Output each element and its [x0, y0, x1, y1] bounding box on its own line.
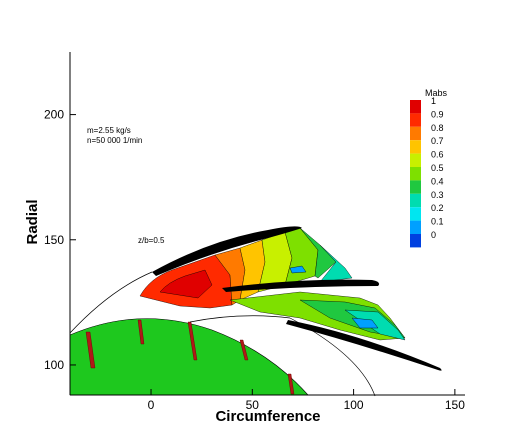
- legend-swatch: [410, 180, 421, 194]
- legend-label: 1: [431, 96, 436, 106]
- speed-note: n=50 000 1/min: [87, 136, 142, 145]
- y-tick-label: 150: [44, 233, 64, 247]
- legend-swatch: [410, 167, 421, 181]
- legend-swatch: [410, 126, 421, 141]
- x-tick-label: 150: [445, 398, 465, 412]
- mass-flow-note: m=2.55 kg/s: [87, 126, 131, 135]
- legend-label: 0.8: [431, 123, 444, 133]
- legend-label: 0.5: [431, 163, 444, 173]
- hub-region: [69, 318, 309, 396]
- legend-title: Mabs: [425, 88, 448, 98]
- span-position-note: z/b=0.5: [138, 236, 165, 245]
- legend: Mabs 1 0.9 0.8 0.7 0.6 0.5 0.4 0.3 0.2 0.1 0: [410, 88, 448, 248]
- x-tick-label: 0: [148, 398, 155, 412]
- x-tick-label: 50: [246, 398, 260, 412]
- blades: [152, 226, 442, 371]
- legend-swatch: [410, 193, 421, 208]
- legend-labels: 1 0.9 0.8 0.7 0.6 0.5 0.4 0.3 0.2 0.1 0: [431, 96, 444, 240]
- legend-label: 0: [431, 230, 436, 240]
- tick-labels: 0 50 100 150 100 150 200: [44, 108, 465, 412]
- contour-bands: [139, 227, 406, 341]
- legend-swatch: [410, 207, 421, 221]
- legend-label: 0.9: [431, 109, 444, 119]
- legend-swatches: [410, 100, 421, 248]
- legend-swatch: [410, 220, 421, 234]
- y-tick-label: 200: [44, 108, 64, 122]
- y-axis-title: Radial: [24, 199, 41, 244]
- y-tick-label: 100: [44, 358, 64, 372]
- tick-marks: [70, 114, 456, 395]
- legend-label: 0.4: [431, 176, 444, 186]
- x-tick-label: 100: [344, 398, 364, 412]
- legend-swatch: [410, 234, 421, 248]
- legend-swatch: [410, 153, 421, 167]
- legend-label: 0.2: [431, 203, 444, 213]
- legend-swatch: [410, 113, 421, 127]
- legend-label: 0.6: [431, 150, 444, 160]
- legend-label: 0.1: [431, 217, 444, 227]
- legend-label: 0.7: [431, 136, 444, 146]
- axes: [69, 52, 465, 396]
- legend-swatch: [410, 140, 421, 154]
- legend-swatch: [410, 100, 421, 114]
- x-axis-title: Circumference: [215, 408, 320, 425]
- legend-label: 0.3: [431, 190, 444, 200]
